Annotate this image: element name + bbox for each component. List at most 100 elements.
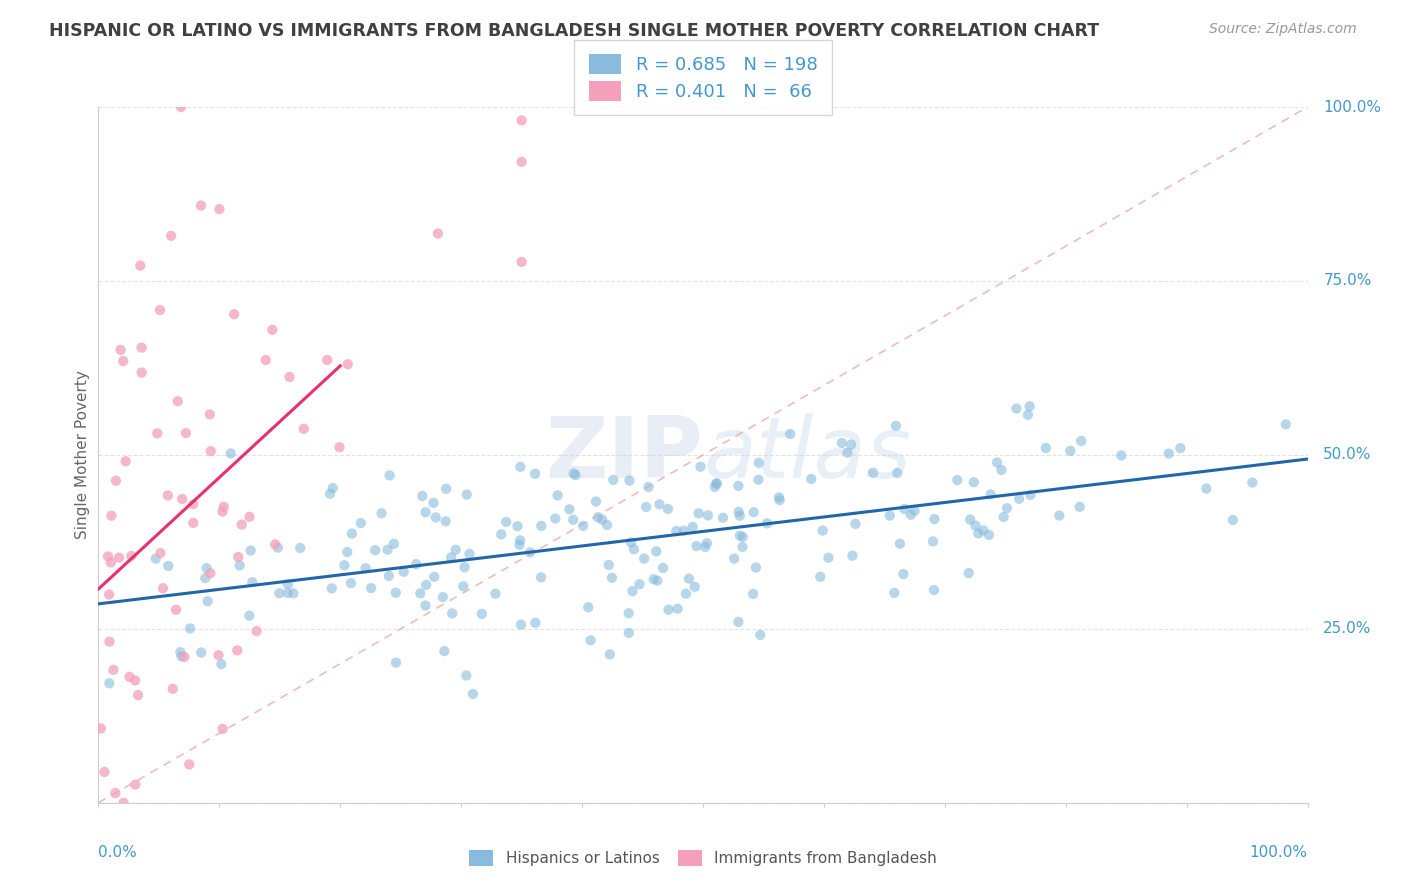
Y-axis label: Single Mother Poverty: Single Mother Poverty — [75, 370, 90, 540]
Point — [562, 513, 585, 527]
Point — [1035, 441, 1057, 455]
Text: Source: ZipAtlas.com: Source: ZipAtlas.com — [1209, 22, 1357, 37]
Point — [506, 519, 529, 533]
Point — [524, 467, 547, 481]
Text: HISPANIC OR LATINO VS IMMIGRANTS FROM BANGLADESH SINGLE MOTHER POVERTY CORRELATI: HISPANIC OR LATINO VS IMMIGRANTS FROM BA… — [49, 22, 1099, 40]
Point — [195, 561, 218, 575]
Point — [1008, 491, 1031, 506]
Point — [600, 571, 623, 585]
Point — [769, 493, 792, 508]
Point — [456, 487, 478, 501]
Point — [423, 570, 446, 584]
Point — [100, 556, 122, 570]
Point — [340, 576, 363, 591]
Point — [666, 601, 689, 615]
Text: atlas: atlas — [703, 413, 911, 497]
Point — [207, 648, 229, 663]
Point — [120, 549, 142, 563]
Point — [959, 512, 981, 526]
Point — [264, 537, 287, 551]
Point — [817, 550, 839, 565]
Point — [409, 586, 432, 600]
Point — [811, 524, 834, 538]
Point — [508, 538, 530, 552]
Point — [727, 615, 749, 629]
Point — [598, 558, 620, 572]
Text: 0.0%: 0.0% — [98, 845, 138, 860]
Point — [350, 516, 373, 530]
Point — [211, 722, 233, 736]
Point — [924, 512, 946, 526]
Point — [675, 587, 697, 601]
Point — [240, 575, 263, 590]
Point — [129, 259, 152, 273]
Point — [321, 582, 343, 596]
Point — [434, 482, 457, 496]
Point — [748, 456, 770, 470]
Point — [1005, 401, 1028, 416]
Point — [146, 426, 169, 441]
Point — [112, 796, 135, 810]
Point — [572, 519, 595, 533]
Point — [277, 586, 299, 600]
Point — [768, 491, 790, 505]
Point — [209, 657, 232, 672]
Point — [169, 645, 191, 659]
Point — [586, 510, 609, 524]
Point — [208, 202, 231, 216]
Point — [157, 558, 180, 573]
Point — [411, 489, 433, 503]
Point — [731, 540, 754, 554]
Point — [290, 541, 312, 555]
Point — [226, 550, 249, 565]
Point — [524, 615, 547, 630]
Point — [453, 579, 475, 593]
Point — [903, 504, 925, 518]
Point — [254, 353, 277, 368]
Point — [228, 558, 250, 573]
Point — [1222, 513, 1244, 527]
Point — [685, 539, 707, 553]
Point — [377, 542, 399, 557]
Point — [384, 585, 406, 599]
Point — [977, 528, 1000, 542]
Point — [585, 494, 607, 508]
Point — [433, 644, 456, 658]
Point — [145, 551, 167, 566]
Point — [104, 474, 127, 488]
Point — [879, 508, 901, 523]
Point — [599, 648, 621, 662]
Point — [596, 518, 619, 533]
Point — [108, 550, 131, 565]
Point — [98, 587, 121, 601]
Point — [166, 394, 188, 409]
Point — [104, 786, 127, 800]
Point — [647, 574, 669, 588]
Point — [510, 154, 533, 169]
Point — [131, 366, 153, 380]
Point — [711, 510, 734, 524]
Point — [682, 520, 704, 534]
Point — [1017, 408, 1039, 422]
Point — [621, 584, 644, 599]
Point — [617, 626, 640, 640]
Text: ZIP: ZIP — [546, 413, 703, 497]
Text: 100.0%: 100.0% — [1250, 845, 1308, 860]
Point — [239, 543, 262, 558]
Point — [382, 537, 405, 551]
Point — [665, 524, 688, 538]
Point — [688, 507, 710, 521]
Point — [617, 606, 640, 620]
Point — [562, 467, 585, 481]
Point — [963, 475, 986, 490]
Point — [602, 473, 624, 487]
Point — [837, 446, 859, 460]
Point — [425, 510, 447, 524]
Point — [510, 255, 533, 269]
Point — [127, 688, 149, 702]
Point — [831, 436, 853, 450]
Point — [172, 491, 194, 506]
Point — [728, 508, 751, 523]
Point — [683, 580, 706, 594]
Point — [434, 514, 457, 528]
